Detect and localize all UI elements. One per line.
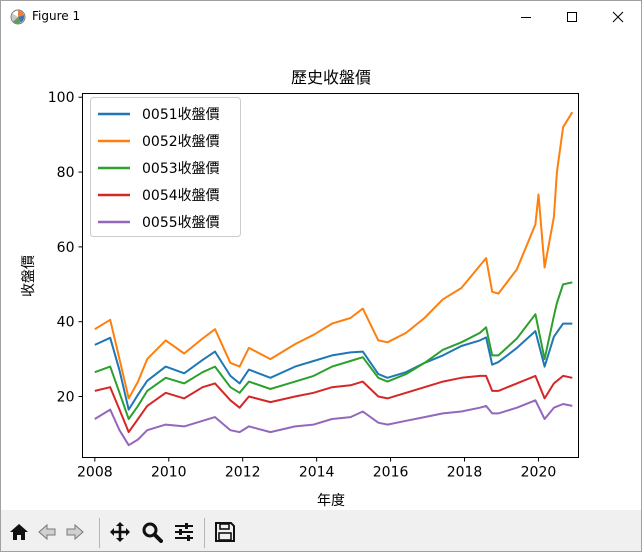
chart-title: 歷史收盤價 — [291, 68, 371, 87]
legend-box — [90, 97, 241, 237]
back-button[interactable] — [35, 519, 59, 545]
forward-button[interactable] — [63, 519, 87, 545]
x-tick-label: 2014 — [299, 465, 335, 481]
x-tick-label: 2020 — [521, 465, 557, 481]
home-icon — [10, 524, 28, 540]
move-icon — [110, 522, 130, 542]
window-title: Figure 1 — [32, 9, 81, 23]
series-line-3 — [94, 281, 573, 420]
toolbar-separator — [99, 518, 100, 548]
zoom-button[interactable] — [140, 519, 164, 545]
series-layer — [94, 111, 574, 447]
legend-entry-label: 0054收盤價 — [142, 187, 220, 204]
x-tick-label: 2018 — [447, 465, 483, 481]
x-tick-label: 2016 — [373, 465, 409, 481]
y-tick-label: 100 — [48, 90, 75, 106]
maximize-button[interactable] — [549, 1, 595, 32]
x-axis-label: 年度 — [317, 493, 345, 509]
series-line-4 — [94, 374, 573, 434]
series-line-1 — [94, 322, 573, 411]
sliders-icon — [175, 523, 193, 541]
y-tick-label: 80 — [57, 165, 75, 181]
y-tick-label: 60 — [57, 240, 75, 256]
close-icon — [612, 11, 624, 22]
floppy-disk-icon — [215, 522, 235, 542]
forward-arrow-icon — [66, 523, 84, 541]
pan-button[interactable] — [108, 519, 132, 545]
minimize-icon — [521, 16, 531, 18]
maximize-icon — [567, 11, 577, 22]
legend-entry-label: 0052收盤價 — [142, 133, 220, 150]
y-axis-label: 收盤價 — [20, 255, 37, 297]
legend-entry-label: 0055收盤價 — [142, 214, 220, 231]
legend-entry-label: 0051收盤價 — [142, 106, 220, 123]
magnifier-icon — [142, 522, 163, 543]
navigation-toolbar — [1, 510, 641, 551]
legend: 0051收盤價 0052收盤價 0053收盤價 0054收盤價 0055收盤價 — [90, 97, 241, 237]
series-line-5 — [94, 399, 573, 447]
minimize-button[interactable] — [503, 1, 549, 32]
axes-frame — [82, 93, 579, 458]
x-tick-label: 2010 — [151, 465, 187, 481]
legend-entry-label: 0053收盤價 — [142, 160, 220, 177]
toolbar-separator — [204, 518, 205, 548]
title-bar: Figure 1 — [1, 1, 641, 32]
line-chart: 歷史收盤價 2008 2010 2012 2014 2016 2018 2020204060… — [20, 68, 579, 509]
series-line-2 — [94, 111, 574, 400]
configure-subplots-button[interactable] — [172, 519, 196, 545]
matplotlib-logo-icon — [10, 9, 26, 25]
home-button[interactable] — [7, 519, 31, 545]
x-tick-label: 2012 — [225, 465, 261, 481]
close-button[interactable] — [595, 1, 641, 32]
figure-canvas[interactable]: 歷史收盤價 2008 2010 2012 2014 2016 2018 2020 20 40 60… — [1, 32, 641, 510]
x-tick-label: 2008 — [77, 465, 113, 481]
y-tick-label: 20 — [57, 390, 75, 406]
save-button[interactable] — [213, 519, 237, 545]
back-arrow-icon — [38, 523, 56, 541]
y-tick-label: 40 — [57, 315, 75, 331]
